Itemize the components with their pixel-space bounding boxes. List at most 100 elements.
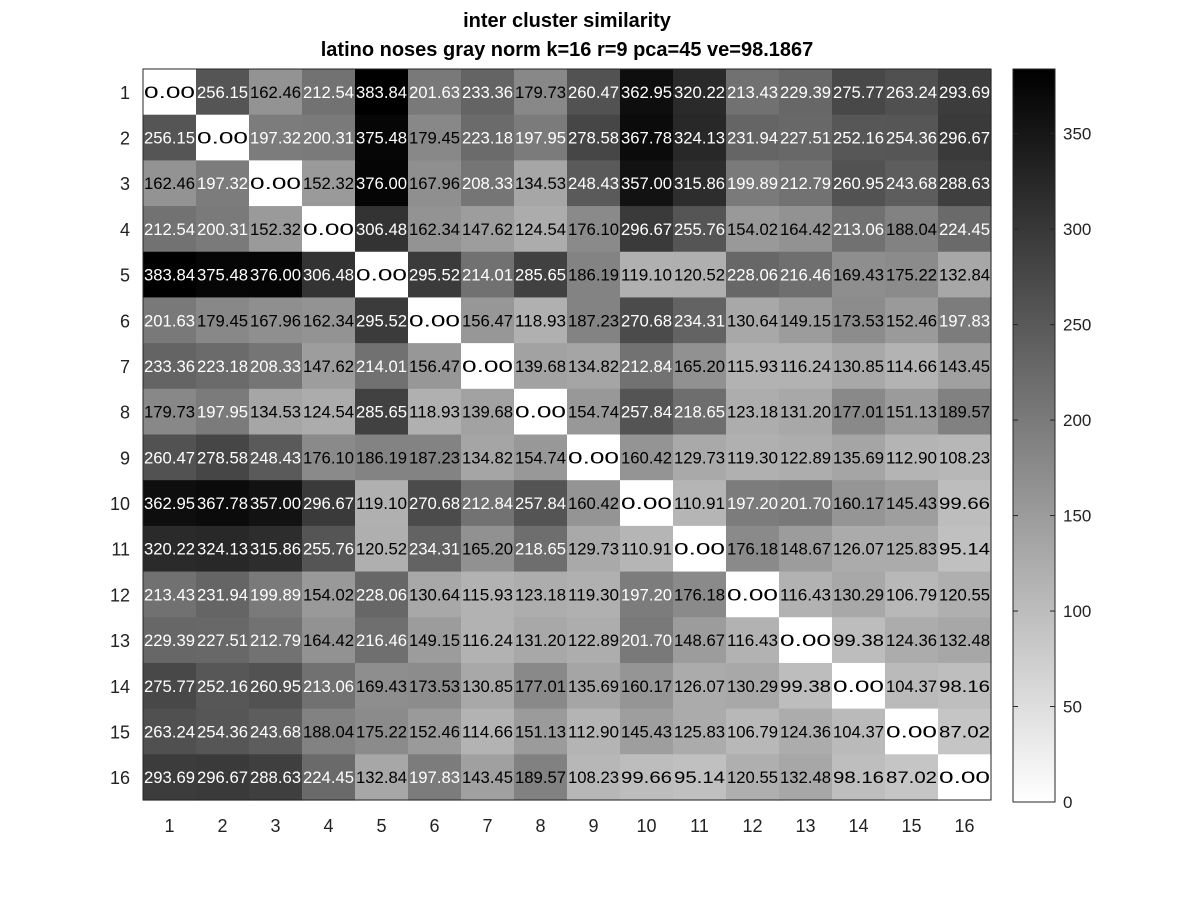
heatmap-cell — [514, 343, 568, 390]
heatmap-cell-label: 243.68 — [250, 722, 301, 741]
heatmap-cell — [938, 206, 992, 253]
x-tick-label: 1 — [164, 816, 174, 836]
heatmap-cell — [567, 571, 621, 618]
heatmap-cell-label: 154.74 — [515, 448, 566, 467]
y-tick-label: 4 — [120, 220, 130, 240]
heatmap-cell — [885, 708, 939, 755]
heatmap-cell-label: 254.36 — [197, 722, 248, 741]
heatmap-cell — [302, 297, 356, 344]
heatmap-cell — [249, 662, 303, 710]
heatmap-cell — [620, 617, 674, 664]
heatmap-cell — [143, 114, 197, 161]
heatmap-cell — [302, 160, 356, 207]
heatmap-cell — [143, 525, 197, 573]
heatmap-cell-label: 87.02 — [886, 768, 937, 787]
heatmap-cell-label: 256.15 — [144, 129, 195, 148]
heatmap-cell — [779, 708, 833, 755]
heatmap-cell-label: 270.68 — [409, 494, 460, 513]
heatmap-cell — [249, 480, 303, 527]
heatmap-cell-label: 162.34 — [409, 220, 460, 239]
heatmap-cell — [355, 662, 409, 710]
heatmap-cell-label: 224.45 — [939, 220, 990, 239]
heatmap-cell — [196, 708, 250, 755]
heatmap-cell-label: 118.93 — [515, 311, 566, 330]
heatmap-cell-label: 169.43 — [356, 677, 407, 696]
heatmap-cell-label: 200.31 — [303, 129, 354, 148]
heatmap-cell-label: 119.10 — [621, 266, 672, 285]
heatmap-cell — [461, 388, 515, 436]
heatmap-cell-label: 306.48 — [356, 220, 407, 239]
heatmap-cell-labels: 0.00 256.15 162.46 212.54 383.84 201.63 233.36… — [144, 83, 990, 787]
heatmap-cell-label: 255.76 — [674, 220, 725, 239]
heatmap-cell — [620, 69, 674, 116]
heatmap-cell-label: 164.42 — [780, 220, 831, 239]
heatmap-cell — [514, 480, 568, 527]
heatmap-cell — [143, 297, 197, 344]
heatmap-cell — [302, 754, 356, 801]
heatmap-cell-label: 362.95 — [621, 83, 672, 102]
heatmap-cell-label: 147.62 — [462, 220, 513, 239]
heatmap-cell-label: 295.52 — [356, 311, 407, 330]
heatmap-cell — [673, 251, 727, 299]
heatmap-cell — [249, 206, 303, 253]
heatmap-cell — [885, 114, 939, 161]
heatmap-cell-label: 114.66 — [886, 357, 937, 376]
heatmap-cell — [567, 617, 621, 664]
heatmap-cell-label: 124.36 — [780, 722, 831, 741]
heatmap-cell — [832, 251, 886, 299]
heatmap-cell — [249, 434, 303, 481]
heatmap-cell-label: 263.24 — [144, 722, 195, 741]
x-tick-label: 12 — [742, 816, 762, 836]
colorbar-tick-label: 50 — [1063, 698, 1082, 717]
heatmap-cell-label: 214.01 — [462, 266, 513, 285]
heatmap-cell-label: 201.63 — [409, 83, 460, 102]
heatmap-cell — [673, 297, 727, 344]
heatmap-cell — [832, 525, 886, 573]
heatmap-cell — [143, 754, 197, 801]
heatmap-cell — [461, 708, 515, 755]
heatmap-cell — [620, 206, 674, 253]
heatmap-cell — [196, 343, 250, 390]
heatmap-cell-label: 167.96 — [409, 174, 460, 193]
heatmap-cell-label: 175.22 — [886, 266, 937, 285]
heatmap-cell-label: 257.84 — [621, 403, 672, 422]
heatmap-cell — [355, 708, 409, 755]
heatmap-cell-label: 0.00 — [197, 129, 248, 148]
heatmap-cell-label: 0.00 — [780, 631, 831, 650]
heatmap-cell-label: 115.93 — [727, 357, 778, 376]
heatmap-cell — [832, 69, 886, 116]
heatmap-cell — [408, 160, 462, 207]
heatmap-cell — [567, 343, 621, 390]
heatmap-cell — [567, 754, 621, 801]
heatmap-cell — [408, 206, 462, 253]
heatmap-cell-label: 218.65 — [515, 540, 566, 559]
heatmap-cell-label: 208.33 — [250, 357, 301, 376]
heatmap-cell-label: 285.65 — [356, 403, 407, 422]
heatmap-cell-label: 189.57 — [515, 768, 566, 787]
heatmap-cell-label: 216.46 — [356, 631, 407, 650]
heatmap-cell-label: 152.46 — [409, 722, 460, 741]
heatmap-cell — [673, 434, 727, 481]
heatmap-cell-label: 143.45 — [462, 768, 513, 787]
heatmap-cell — [673, 160, 727, 207]
heatmap-cell-label: 187.23 — [409, 448, 460, 467]
heatmap-cell — [885, 434, 939, 481]
x-tick-label: 8 — [535, 816, 545, 836]
heatmap-cell-label: 252.16 — [833, 129, 884, 148]
heatmap-cell — [938, 525, 992, 573]
heatmap-cell — [355, 160, 409, 207]
heatmap-cell — [514, 388, 568, 436]
heatmap-cell — [726, 708, 780, 755]
heatmap-cell-label: 212.84 — [462, 494, 513, 513]
heatmap-cell-label: 116.43 — [780, 585, 831, 604]
heatmap-cell — [355, 754, 409, 801]
heatmap-cell — [726, 388, 780, 436]
heatmap-cell — [726, 69, 780, 116]
heatmap-cell-label: 147.62 — [303, 357, 354, 376]
heatmap-cell — [885, 206, 939, 253]
heatmap-cell — [143, 708, 197, 755]
heatmap-cell — [779, 251, 833, 299]
heatmap-cell — [302, 480, 356, 527]
heatmap-cell-label: 296.67 — [303, 494, 354, 513]
